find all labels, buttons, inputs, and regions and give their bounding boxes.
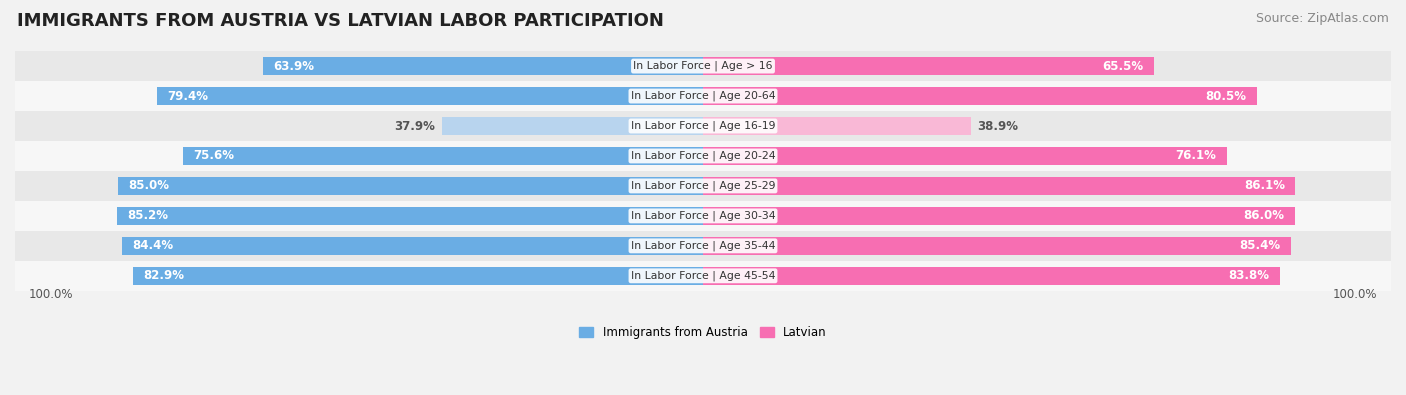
Bar xyxy=(15,51,1391,81)
Bar xyxy=(15,171,1391,201)
Text: In Labor Force | Age 30-34: In Labor Force | Age 30-34 xyxy=(631,211,775,221)
Bar xyxy=(703,267,1279,285)
Text: IMMIGRANTS FROM AUSTRIA VS LATVIAN LABOR PARTICIPATION: IMMIGRANTS FROM AUSTRIA VS LATVIAN LABOR… xyxy=(17,12,664,30)
Text: 80.5%: 80.5% xyxy=(1205,90,1247,103)
Text: In Labor Force | Age 45-54: In Labor Force | Age 45-54 xyxy=(631,271,775,281)
Text: In Labor Force | Age 20-24: In Labor Force | Age 20-24 xyxy=(631,151,775,161)
Bar xyxy=(15,81,1391,111)
Text: 100.0%: 100.0% xyxy=(1333,288,1378,301)
Bar xyxy=(15,261,1391,291)
Bar xyxy=(15,231,1391,261)
Bar xyxy=(118,177,703,195)
Bar xyxy=(263,57,703,75)
Text: 84.4%: 84.4% xyxy=(132,239,174,252)
Text: 85.0%: 85.0% xyxy=(128,179,170,192)
Bar xyxy=(703,87,1257,105)
Text: 83.8%: 83.8% xyxy=(1229,269,1270,282)
Text: 85.4%: 85.4% xyxy=(1239,239,1281,252)
Bar xyxy=(443,117,703,135)
Text: 38.9%: 38.9% xyxy=(977,120,1018,132)
Text: 85.2%: 85.2% xyxy=(127,209,169,222)
Text: Source: ZipAtlas.com: Source: ZipAtlas.com xyxy=(1256,12,1389,25)
Text: In Labor Force | Age 16-19: In Labor Force | Age 16-19 xyxy=(631,121,775,131)
Bar xyxy=(15,141,1391,171)
Text: 79.4%: 79.4% xyxy=(167,90,208,103)
Text: 82.9%: 82.9% xyxy=(143,269,184,282)
Text: 86.0%: 86.0% xyxy=(1243,209,1284,222)
Text: 86.1%: 86.1% xyxy=(1244,179,1285,192)
Text: In Labor Force | Age 20-64: In Labor Force | Age 20-64 xyxy=(631,91,775,101)
Text: 76.1%: 76.1% xyxy=(1175,149,1216,162)
Text: 37.9%: 37.9% xyxy=(395,120,436,132)
Bar xyxy=(156,87,703,105)
Bar xyxy=(703,147,1226,165)
Bar xyxy=(183,147,703,165)
Bar xyxy=(703,117,970,135)
Text: 75.6%: 75.6% xyxy=(193,149,235,162)
Text: In Labor Force | Age > 16: In Labor Force | Age > 16 xyxy=(633,61,773,71)
Bar xyxy=(703,237,1291,255)
Bar xyxy=(15,201,1391,231)
Bar xyxy=(703,57,1154,75)
Text: 63.9%: 63.9% xyxy=(274,60,315,73)
Text: 65.5%: 65.5% xyxy=(1102,60,1143,73)
Legend: Immigrants from Austria, Latvian: Immigrants from Austria, Latvian xyxy=(575,322,831,344)
Bar xyxy=(117,207,703,225)
Bar xyxy=(122,237,703,255)
Text: In Labor Force | Age 25-29: In Labor Force | Age 25-29 xyxy=(631,181,775,191)
Bar xyxy=(703,207,1295,225)
Text: In Labor Force | Age 35-44: In Labor Force | Age 35-44 xyxy=(631,241,775,251)
Bar xyxy=(132,267,703,285)
Bar xyxy=(15,111,1391,141)
Bar xyxy=(703,177,1295,195)
Text: 100.0%: 100.0% xyxy=(28,288,73,301)
